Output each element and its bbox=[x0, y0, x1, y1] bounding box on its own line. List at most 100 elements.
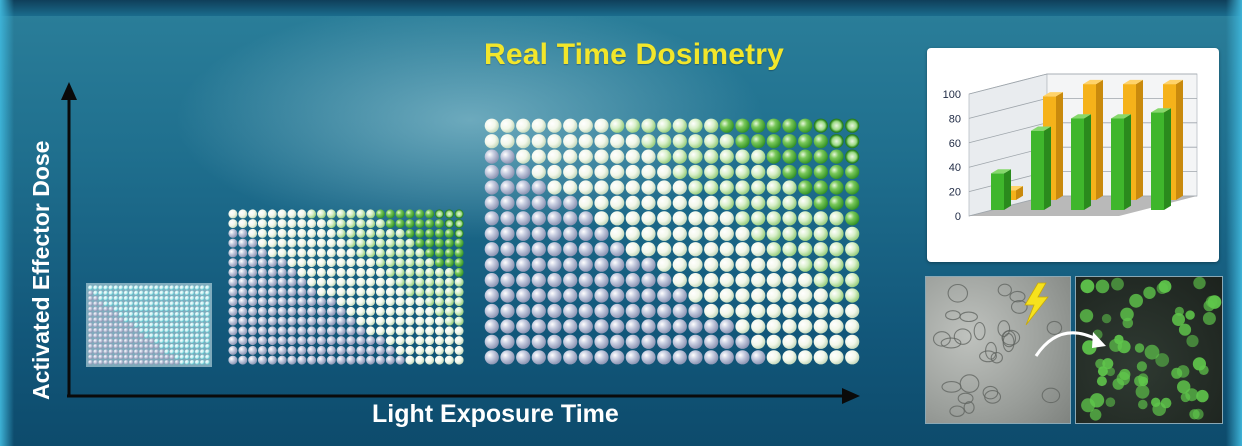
array-dot bbox=[375, 336, 385, 346]
array-dot bbox=[200, 317, 205, 323]
array-dot bbox=[704, 180, 719, 195]
array-dot bbox=[531, 334, 546, 349]
array-dot bbox=[277, 336, 287, 346]
array-dot bbox=[159, 306, 165, 312]
y-tick-label: 0 bbox=[955, 211, 961, 223]
array-dot bbox=[641, 334, 656, 349]
array-dot bbox=[563, 288, 578, 303]
array-dot bbox=[154, 311, 159, 317]
array-dot bbox=[205, 322, 210, 328]
array-dot bbox=[798, 242, 813, 257]
array-dot bbox=[782, 334, 797, 349]
array-dot bbox=[547, 257, 562, 272]
array-dot bbox=[813, 350, 828, 365]
array-dot bbox=[625, 195, 640, 210]
array-dot bbox=[184, 327, 190, 333]
array-dot bbox=[277, 238, 287, 248]
array-dot bbox=[346, 267, 356, 277]
array-dot bbox=[500, 180, 515, 195]
array-dot bbox=[159, 327, 165, 333]
array-dot bbox=[704, 350, 719, 365]
array-dot bbox=[169, 327, 175, 333]
lightning-bolt-icon bbox=[1024, 282, 1049, 326]
array-dot bbox=[375, 258, 385, 268]
array-dot bbox=[829, 257, 844, 272]
array-dot bbox=[118, 359, 124, 365]
array-dot bbox=[98, 285, 104, 291]
array-dot bbox=[159, 359, 165, 365]
array-dot bbox=[516, 242, 531, 257]
array-dot bbox=[326, 316, 336, 326]
array-dot bbox=[454, 219, 464, 229]
array-dot bbox=[444, 297, 454, 307]
array-dot bbox=[751, 319, 766, 334]
array-dot bbox=[93, 354, 98, 360]
array-dot bbox=[346, 336, 356, 346]
array-dot bbox=[346, 316, 356, 326]
array-dot bbox=[454, 209, 464, 219]
array-dot bbox=[547, 134, 562, 149]
small-dot-array bbox=[86, 283, 212, 367]
array-dot bbox=[248, 248, 258, 258]
array-dot bbox=[297, 228, 307, 238]
array-dot bbox=[594, 303, 609, 319]
array-dot bbox=[829, 195, 844, 210]
array-dot bbox=[98, 322, 104, 328]
fluorescent-cell bbox=[1119, 368, 1131, 381]
array-dot bbox=[641, 211, 656, 226]
array-dot bbox=[238, 297, 248, 307]
array-dot bbox=[547, 334, 562, 349]
fluorescent-cell bbox=[1109, 338, 1123, 352]
array-dot bbox=[200, 322, 205, 328]
array-dot bbox=[829, 134, 844, 149]
array-dot bbox=[782, 288, 797, 303]
array-dot bbox=[257, 248, 267, 258]
array-dot bbox=[257, 326, 267, 336]
array-dot bbox=[200, 285, 205, 291]
array-dot bbox=[200, 295, 205, 301]
array-dot bbox=[267, 209, 277, 219]
array-dot bbox=[118, 290, 124, 296]
array-dot bbox=[159, 322, 165, 328]
array-dot bbox=[751, 257, 766, 272]
array-dot bbox=[139, 317, 144, 323]
array-dot bbox=[375, 228, 385, 238]
array-dot bbox=[425, 209, 435, 219]
array-dot bbox=[98, 338, 104, 344]
array-dot bbox=[356, 336, 366, 346]
array-dot bbox=[267, 267, 277, 277]
array-dot bbox=[688, 334, 703, 349]
array-dot bbox=[267, 248, 277, 258]
array-dot bbox=[594, 164, 609, 180]
array-dot bbox=[248, 228, 258, 238]
array-dot bbox=[128, 311, 134, 317]
array-dot bbox=[425, 267, 435, 277]
array-dot bbox=[484, 257, 499, 272]
array-dot bbox=[103, 317, 109, 323]
array-dot bbox=[444, 209, 454, 219]
array-dot bbox=[123, 359, 129, 365]
array-dot bbox=[287, 316, 297, 326]
array-dot bbox=[845, 273, 860, 288]
array-dot bbox=[238, 258, 248, 268]
array-dot bbox=[316, 219, 326, 229]
array-dot bbox=[238, 238, 248, 248]
array-dot bbox=[128, 295, 134, 301]
array-dot bbox=[205, 306, 210, 312]
array-dot bbox=[610, 118, 625, 133]
cell-outline bbox=[953, 328, 972, 345]
array-dot bbox=[845, 242, 860, 257]
array-dot bbox=[547, 303, 562, 319]
array-dot bbox=[610, 334, 625, 349]
array-dot bbox=[531, 134, 546, 149]
array-dot bbox=[719, 211, 734, 226]
array-dot bbox=[128, 306, 134, 312]
array-dot bbox=[179, 295, 185, 301]
array-dot bbox=[297, 238, 307, 248]
array-dot bbox=[672, 118, 687, 133]
array-dot bbox=[307, 228, 317, 238]
array-dot bbox=[326, 336, 336, 346]
x-axis-label: Light Exposure Time bbox=[372, 400, 619, 428]
array-dot bbox=[297, 336, 307, 346]
